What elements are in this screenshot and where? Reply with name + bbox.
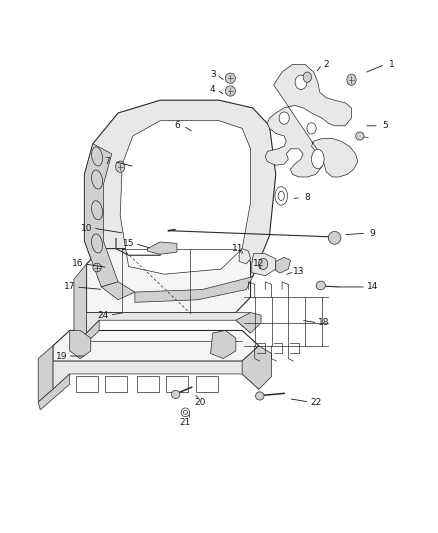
Ellipse shape [295,75,307,90]
Ellipse shape [225,73,235,83]
Ellipse shape [172,390,180,399]
Bar [137,376,159,392]
Ellipse shape [328,231,341,244]
Polygon shape [53,330,259,361]
Text: 7: 7 [105,157,110,166]
Ellipse shape [347,74,356,85]
Polygon shape [85,100,276,292]
Text: 11: 11 [232,244,244,253]
Polygon shape [101,282,135,300]
Polygon shape [70,330,91,359]
Text: 16: 16 [72,260,84,269]
Polygon shape [87,248,251,312]
Bar [106,376,127,392]
Ellipse shape [92,234,102,253]
Text: 15: 15 [123,239,134,248]
Polygon shape [265,64,358,177]
Bar [196,376,218,392]
Text: 21: 21 [180,418,191,427]
Text: 22: 22 [310,398,321,407]
Text: 20: 20 [194,398,206,407]
Polygon shape [236,312,261,333]
Text: 14: 14 [367,282,378,292]
Polygon shape [85,144,118,287]
Polygon shape [276,257,290,273]
Text: 1: 1 [389,60,394,69]
Polygon shape [38,374,70,410]
Ellipse shape [303,72,311,82]
Text: 13: 13 [293,267,305,276]
Ellipse shape [92,201,102,220]
Ellipse shape [225,86,235,96]
Polygon shape [53,361,259,389]
Ellipse shape [116,161,125,172]
Bar [166,376,188,392]
Ellipse shape [316,281,325,290]
Text: 18: 18 [318,318,330,327]
Polygon shape [38,346,53,402]
Ellipse shape [256,392,264,400]
Polygon shape [242,346,272,389]
Text: 9: 9 [370,229,375,238]
Text: 10: 10 [81,224,92,232]
Text: 4: 4 [210,85,215,94]
Text: 12: 12 [253,260,265,269]
Polygon shape [120,120,251,274]
Polygon shape [87,312,251,333]
Text: 24: 24 [98,311,109,320]
Text: 19: 19 [56,352,67,360]
Polygon shape [135,277,253,302]
Ellipse shape [356,132,364,140]
Polygon shape [74,264,87,346]
Text: 17: 17 [64,282,75,292]
Text: 8: 8 [304,193,310,202]
Text: 2: 2 [323,60,329,69]
Polygon shape [239,248,251,264]
Ellipse shape [311,149,324,169]
Polygon shape [148,242,177,254]
Ellipse shape [92,170,102,189]
Polygon shape [74,320,99,353]
Bar [76,376,98,392]
Text: 5: 5 [382,122,388,130]
Ellipse shape [307,123,316,134]
Text: 3: 3 [210,70,215,79]
Ellipse shape [258,259,268,270]
Polygon shape [211,330,236,359]
Polygon shape [252,254,276,276]
Text: 6: 6 [174,122,180,130]
Ellipse shape [279,112,289,124]
Ellipse shape [93,263,101,272]
Ellipse shape [92,147,102,166]
